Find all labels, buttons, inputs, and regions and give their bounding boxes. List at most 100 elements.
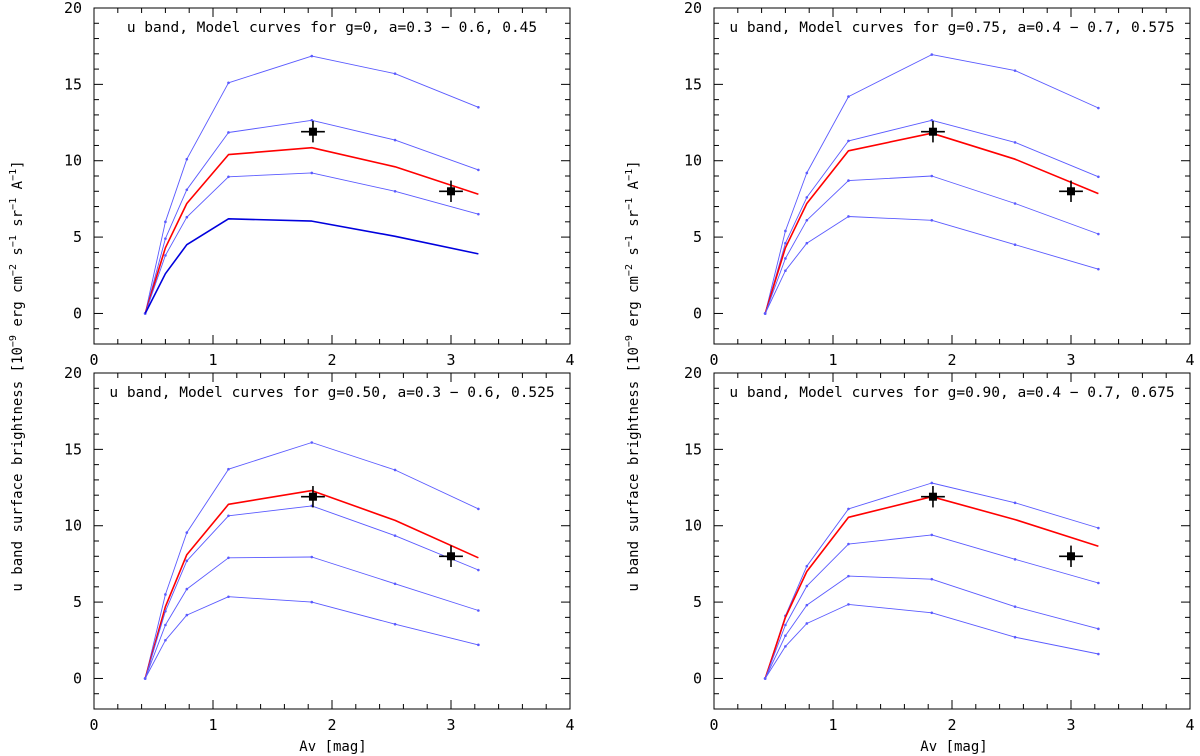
data-point: [847, 179, 850, 182]
data-point: [1013, 243, 1017, 247]
data-point: [310, 171, 314, 175]
data-point: [310, 441, 314, 444]
data-point: [847, 574, 850, 578]
x-tick-label: 1: [208, 351, 217, 369]
y-tick-label: 15: [684, 440, 702, 458]
observation-point: [308, 492, 317, 501]
y-axis-label-left: u band surface brightness [10−9 erg cm−2…: [8, 160, 26, 591]
x-tick-label: 2: [947, 351, 956, 369]
plot-frame: [93, 372, 571, 710]
series-line-model-4: [764, 575, 1099, 679]
series-line-model-3: [144, 505, 479, 679]
x-tick-label: 0: [709, 716, 718, 734]
x-tick-label: 3: [1066, 351, 1075, 369]
data-point: [164, 237, 167, 240]
x-axis-label-left: Av [mag]: [299, 739, 366, 755]
data-point: [143, 677, 147, 680]
data-point: [164, 638, 167, 642]
x-tick-label: 4: [1185, 716, 1194, 734]
y-tick-label: 20: [684, 364, 702, 382]
data-point: [847, 95, 850, 98]
data-point: [1097, 627, 1100, 631]
data-point: [227, 81, 230, 85]
y-tick-label: 5: [73, 228, 82, 246]
x-tick-label: 2: [327, 351, 336, 369]
series-line-model-1: [144, 55, 479, 314]
data-point: [1097, 232, 1100, 236]
data-point: [164, 254, 167, 257]
x-axis-label-right: Av [mag]: [920, 739, 987, 755]
data-point: [227, 514, 230, 518]
x-tick-label: 3: [1066, 716, 1075, 734]
series-line-model-5: [144, 218, 479, 314]
data-point: [477, 643, 480, 647]
data-point: [477, 212, 480, 216]
data-point: [930, 533, 934, 537]
x-tick-label: 2: [327, 716, 336, 734]
y-tick-label: 0: [693, 304, 702, 322]
data-point: [164, 593, 167, 596]
data-point: [393, 622, 397, 626]
y-tick-label: 5: [693, 593, 702, 611]
series-line-model-2: [144, 119, 479, 314]
x-tick-label: 4: [565, 351, 574, 369]
data-point: [1097, 106, 1100, 110]
x-tick-label: 1: [208, 716, 217, 734]
panel-3: 0 1 2 3 4 0 5 10 15 20 u band, Model curves for g=…: [64, 364, 575, 734]
y-tick-label: 0: [693, 669, 702, 687]
data-point: [227, 556, 230, 560]
data-point: [227, 595, 230, 599]
data-point: [164, 609, 167, 613]
data-point: [805, 584, 809, 588]
data-point: [784, 645, 787, 648]
data-point: [847, 507, 850, 511]
data-point: [1013, 558, 1017, 561]
series-line-model-3: [764, 534, 1099, 679]
series-line-model-2: [764, 495, 1099, 679]
plot-frame: [93, 7, 571, 345]
observation-point: [1067, 187, 1075, 196]
data-point: [930, 481, 934, 485]
x-tick-label: 0: [89, 716, 98, 734]
x-tick-label: 4: [1185, 351, 1194, 369]
data-point: [784, 623, 787, 627]
series-line-model-2: [144, 489, 479, 679]
data-point: [1097, 267, 1100, 271]
data-point: [1013, 202, 1017, 205]
data-point: [847, 603, 850, 606]
y-tick-label: 10: [684, 517, 702, 535]
data-point: [784, 257, 787, 260]
data-point: [784, 241, 787, 245]
y-tick-label: 5: [73, 593, 82, 611]
observation-point: [1067, 552, 1075, 561]
panel-1: 0 1 2 3 4 0 5 10 15 20 u band, Model curves for g=…: [64, 0, 575, 369]
data-point: [185, 188, 189, 192]
y-tick-label: 5: [693, 228, 702, 246]
panel-title: u band, Model curves for g=0.50, a=0.3 −…: [109, 385, 554, 401]
data-point: [393, 72, 397, 75]
series-line-model-1: [144, 442, 479, 679]
data-point: [185, 613, 189, 617]
y-tick-label: 15: [64, 440, 82, 458]
data-point: [185, 559, 189, 563]
data-point: [805, 622, 809, 625]
y-tick-label: 10: [684, 152, 702, 170]
panel-2: 0 1 2 3 4 0 5 10 15 20 u band, Model curves for g=…: [684, 0, 1195, 369]
data-point: [477, 105, 480, 109]
observation-point: [928, 492, 937, 501]
series-line-model-3: [764, 132, 1099, 314]
series-line-model-4: [144, 556, 479, 679]
data-point: [805, 196, 809, 199]
observation-point: [447, 187, 455, 196]
data-point: [1013, 69, 1017, 72]
x-tick-label: 3: [446, 351, 455, 369]
data-point: [763, 312, 767, 315]
data-point: [805, 241, 809, 245]
y-axis-label-right: u band surface brightness [10−9 erg cm−2…: [624, 160, 642, 591]
data-point: [185, 215, 189, 219]
x-tick-label: 0: [89, 351, 98, 369]
data-point: [930, 174, 934, 178]
observation-point: [308, 127, 317, 136]
data-point: [477, 168, 480, 172]
